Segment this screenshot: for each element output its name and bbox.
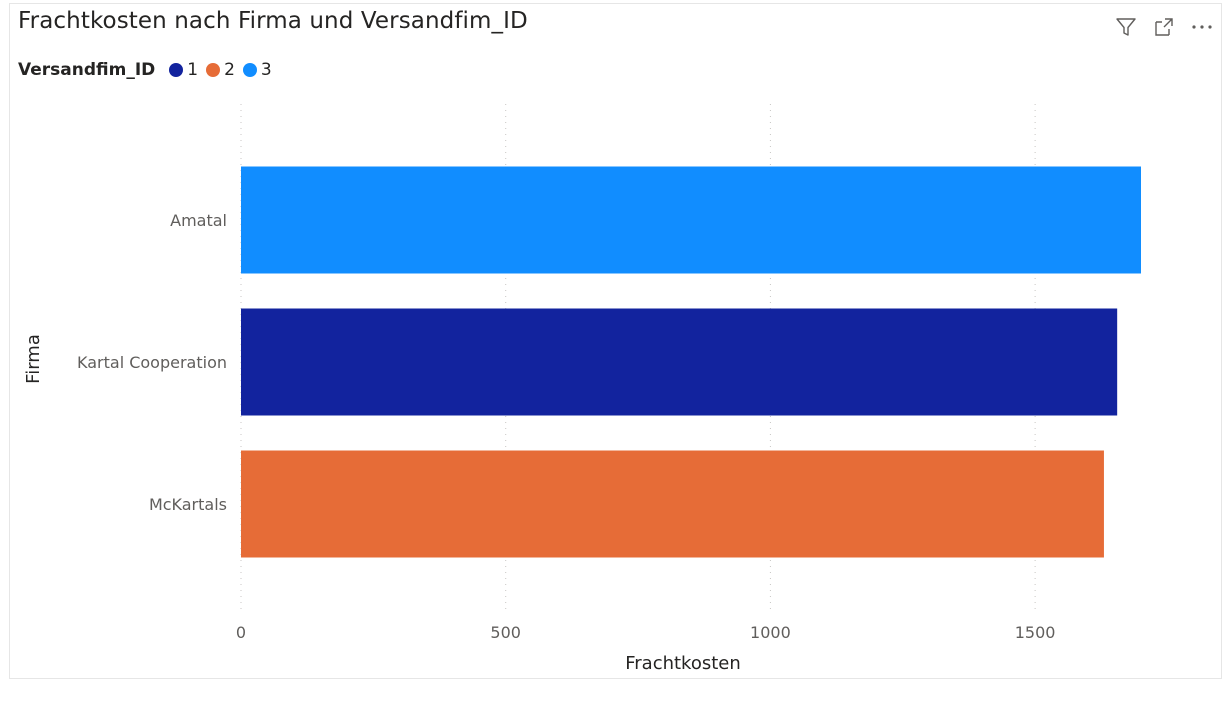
legend-marker-3 [242,63,257,77]
y-axis-title: Firma [23,334,44,384]
bar-chart: Amatal Kartal Cooperation McKartals 0 500 10… [23,104,1141,674]
legend-item-1[interactable]: 1 [169,60,200,80]
x-tick-label-1000: 1000 [750,623,791,642]
category-label-mckartals: McKartals [149,495,227,514]
legend-item-2[interactable]: 2 [206,60,237,80]
bars [241,166,1141,558]
bar-mckartals[interactable] [241,450,1104,558]
legend-title: Versandfim_ID [18,60,156,80]
bar-amatal[interactable] [241,166,1141,274]
category-label-amatal: Amatal [170,211,227,230]
legend-label-3: 3 [260,60,272,80]
bar-kartal-cooperation[interactable] [241,308,1118,416]
x-tick-label-500: 500 [490,623,521,642]
legend-marker-2 [206,63,221,77]
x-tick-label-0: 0 [236,623,246,642]
x-axis-title: Frachtkosten [625,653,741,674]
visual-header-icons [1113,14,1215,40]
legend-marker-1 [169,63,184,77]
legend-label-2: 2 [224,60,235,80]
category-label-kartal-cooperation: Kartal Cooperation [77,353,227,372]
legend-item-3[interactable]: 3 [242,60,274,80]
focus-mode-icon[interactable] [1151,14,1177,40]
chart-title: Frachtkosten nach Firma und Versandfim_I… [18,8,528,34]
x-tick-label-1500: 1500 [1015,623,1056,642]
chart-legend: Versandfim_ID 1 2 3 [18,60,280,80]
chart-visual: Frachtkosten nach Firma und Versandfim_I… [9,3,1222,679]
more-options-icon[interactable] [1189,14,1215,40]
legend-label-1: 1 [187,60,199,80]
filter-icon[interactable] [1113,14,1139,40]
category-labels: Amatal Kartal Cooperation McKartals [77,211,227,514]
x-tick-labels: 0 500 1000 1500 [236,623,1056,642]
